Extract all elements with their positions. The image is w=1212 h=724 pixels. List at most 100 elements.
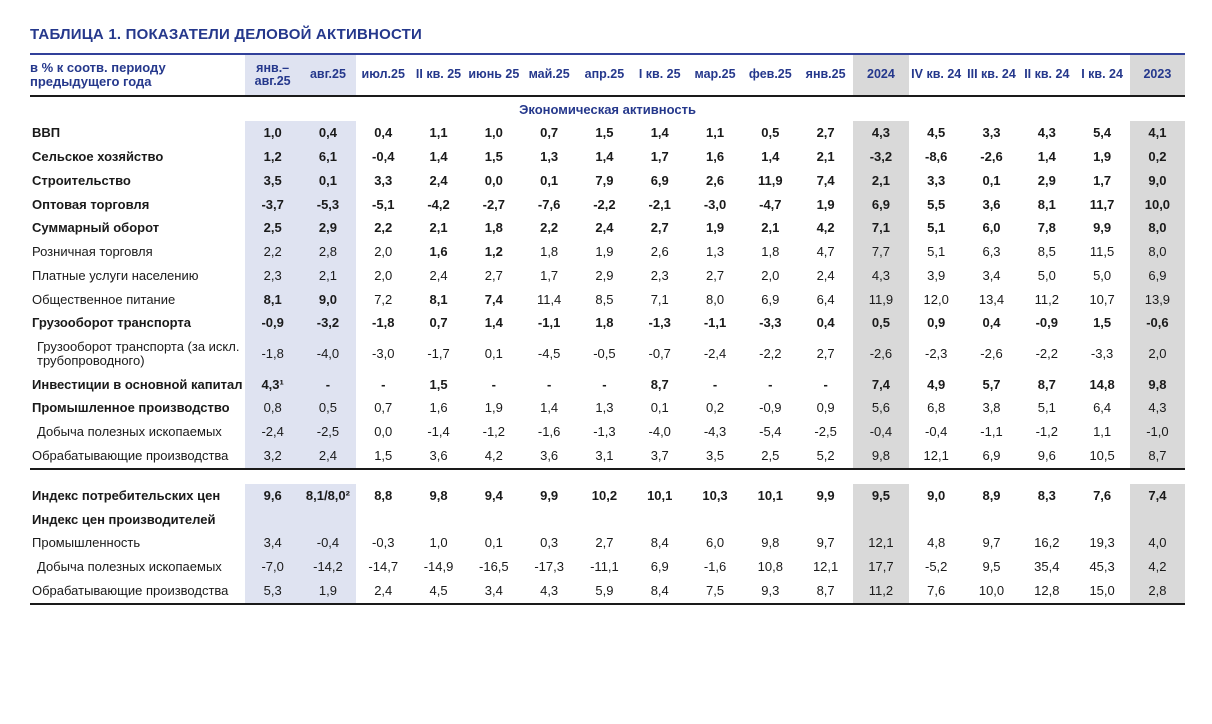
value-cell: 7,6: [927, 582, 946, 598]
value-cell: -3,0: [703, 196, 727, 212]
value-cell: -0,3: [372, 535, 395, 551]
row-label: Розничная торговля: [32, 244, 153, 260]
value-cell: 1,6: [429, 400, 448, 416]
value-cell: -: [300, 372, 356, 397]
value-cell: -5,1: [372, 196, 395, 212]
value-cell: 2,6: [650, 244, 669, 260]
value-cell: 6,9: [650, 172, 669, 188]
value-cell: 4,3: [853, 121, 909, 146]
value-cell: 3,5: [705, 448, 725, 464]
value-cell: 3,4: [484, 582, 503, 598]
value-cell: [466, 508, 521, 532]
value-cell: 6,3: [982, 244, 1001, 260]
value-cell: 11,7: [1089, 196, 1115, 212]
value-cell: 4,5: [927, 125, 946, 141]
column-header: май.25: [521, 53, 577, 97]
value-cell: 3,4: [982, 267, 1001, 283]
value-cell: -4,3: [703, 424, 727, 440]
table-row: Промышленность 3,4 -0,4 -0,3 1,0 0,1 0,3 2,7 8,4…: [30, 531, 1186, 556]
value-cell: -5,4: [759, 424, 782, 440]
table-row: ВВП 1,0 0,4 0,4 1,1 1,0 0,7 1,5 1,4 1,1 0,5 2,7 4,3 4…: [30, 121, 1186, 146]
value-cell: 8,0: [1129, 216, 1186, 241]
value-cell: 8,5: [595, 291, 614, 307]
value-cell: 8,7: [1129, 444, 1186, 469]
value-cell: 8,7: [816, 582, 835, 598]
value-cell: 8,8: [374, 487, 393, 503]
value-cell: 0,7: [429, 315, 448, 331]
table-row: Грузооборот транспорта (за искл. трубопр…: [30, 335, 1186, 373]
value-cell: 11,2: [853, 578, 909, 604]
value-cell: 5,1: [1037, 400, 1056, 416]
value-cell: 2,7: [650, 220, 669, 236]
value-cell: 0,2: [1129, 145, 1186, 169]
value-cell: 1,4: [484, 315, 503, 331]
value-cell: 8,1/8,0²: [300, 483, 356, 508]
value-cell: 3,3: [374, 172, 393, 188]
value-cell: 1,8: [484, 220, 503, 236]
value-cell: 2,2: [374, 220, 393, 236]
value-cell: 7,8: [1037, 220, 1056, 236]
table-row: Индекс цен производителей: [30, 507, 1186, 532]
value-cell: 9,8: [853, 444, 909, 469]
value-cell: -5,3: [300, 192, 356, 217]
row-label: Промышленное производство: [32, 400, 230, 416]
value-cell: -: [546, 376, 552, 392]
value-cell: 13,4: [978, 291, 1005, 307]
table-row: Оптовая торговля -3,7 -5,3 -5,1 -4,2 -2,7 -7,6…: [30, 192, 1186, 217]
value-cell: 2,1: [300, 263, 356, 288]
column-header: IV кв. 24: [908, 53, 964, 97]
value-cell: 5,3: [245, 578, 301, 604]
value-cell: 2,8: [300, 240, 356, 264]
value-cell: 2,7: [816, 346, 835, 362]
table-row: Платные услуги населению 2,3 2,1 2,0 2,4 2,7 1…: [30, 263, 1186, 288]
value-cell: [411, 508, 466, 532]
value-cell: -7,0: [245, 555, 301, 579]
value-cell: -2,2: [593, 196, 616, 212]
value-cell: 1,4: [540, 400, 559, 416]
value-cell: 11,4: [536, 291, 562, 307]
value-cell: -3,3: [1090, 346, 1114, 362]
value-cell: 12,1: [812, 559, 839, 575]
value-cell: -3,0: [372, 346, 395, 362]
value-cell: -0,9: [759, 400, 782, 416]
value-cell: 9,0: [300, 287, 356, 312]
value-cell: 4,1: [1129, 121, 1186, 146]
value-cell: 6,9: [761, 291, 780, 307]
value-cell: 10,1: [647, 487, 673, 503]
value-cell: 1,1: [705, 125, 725, 141]
value-cell: 3,9: [927, 267, 946, 283]
value-cell: 2,4: [300, 444, 356, 469]
value-cell: 9,9: [816, 487, 835, 503]
value-cell: -1,0: [1129, 420, 1186, 445]
row-label: Промышленность: [32, 535, 141, 551]
value-cell: 0,2: [705, 400, 725, 416]
value-cell: 45,3: [1089, 559, 1115, 575]
value-cell: 35,4: [1034, 559, 1060, 575]
value-cell: 1,9: [595, 244, 614, 260]
value-cell: 9,6: [1037, 448, 1056, 464]
value-cell: 0,5: [853, 311, 909, 336]
value-cell: 12,1: [923, 448, 949, 464]
value-cell: 0,8: [245, 396, 301, 421]
value-cell: 5,9: [595, 582, 614, 598]
table-row: Розничная торговля 2,2 2,8 2,0 1,6 1,2 1,8 1,9 2…: [30, 240, 1186, 264]
value-cell: -1,3: [648, 315, 671, 331]
value-cell: 1,4: [429, 149, 448, 165]
value-cell: 1,2: [484, 244, 503, 260]
value-cell: -2,6: [980, 149, 1003, 165]
value-cell: 2,5: [761, 448, 780, 464]
row-label: Общественное питание: [32, 291, 176, 307]
value-cell: -1,8: [372, 315, 395, 331]
value-cell: 11,9: [758, 172, 783, 188]
value-cell: 2,2: [540, 220, 559, 236]
value-cell: 6,4: [816, 291, 835, 307]
value-cell: 6,9: [1129, 263, 1186, 288]
value-cell: 9,9: [540, 487, 559, 503]
value-cell: 11,2: [1034, 291, 1059, 307]
value-cell: 2,7: [705, 267, 725, 283]
value-cell: 9,7: [982, 535, 1001, 551]
value-cell: 7,4: [853, 372, 909, 397]
value-cell: 15,0: [1089, 582, 1115, 598]
row-label: Добыча полезных ископаемых: [37, 559, 222, 575]
value-cell: 1,3: [595, 400, 614, 416]
